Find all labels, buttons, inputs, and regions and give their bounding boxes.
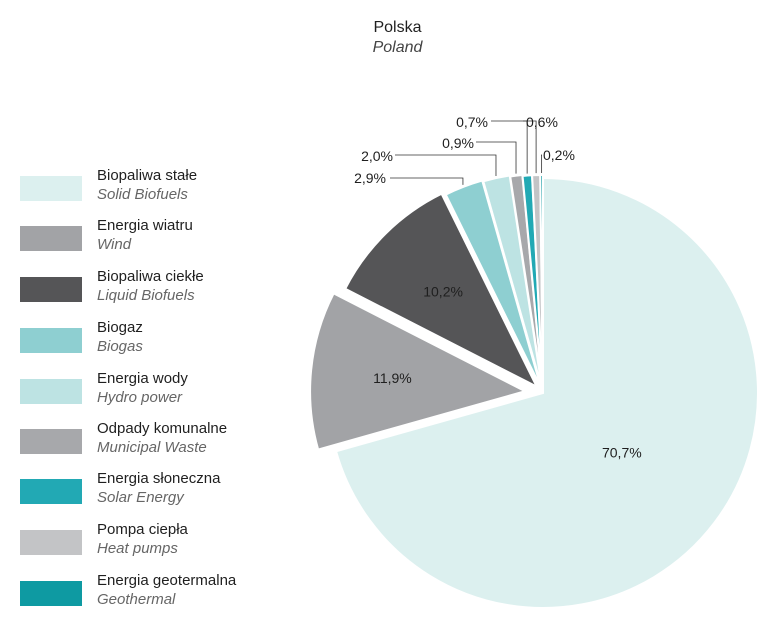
legend-label-pl: Biopaliwa ciekłe xyxy=(97,268,204,285)
legend-label: Pompa ciepła Heat pumps xyxy=(97,520,188,558)
legend-label: Biopaliwa stałe Solid Biofuels xyxy=(97,166,197,204)
legend-item: Pompa ciepła Heat pumps xyxy=(20,521,260,566)
legend-item: Energia wiatru Wind xyxy=(20,217,260,262)
legend-label-pl: Energia geotermalna xyxy=(97,572,237,589)
legend-label-en: Wind xyxy=(97,236,132,253)
legend-swatch xyxy=(20,176,82,201)
leader-line xyxy=(523,120,537,174)
legend-label: Energia wiatru Wind xyxy=(97,216,193,254)
legend-item: Odpady komunalne Municipal Waste xyxy=(20,420,260,465)
legend-label-pl: Odpady komunalne xyxy=(97,420,228,437)
legend-label-en: Solid Biofuels xyxy=(97,186,188,203)
leader-line xyxy=(395,154,497,177)
legend-swatch xyxy=(20,479,82,504)
legend-label-pl: Energia wiatru xyxy=(97,217,193,234)
leader-line xyxy=(476,141,517,174)
legend-swatch xyxy=(20,277,82,302)
slice-label: 0,6% xyxy=(526,114,558,130)
legend-label-en: Municipal Waste xyxy=(97,439,207,456)
pie-slice xyxy=(343,192,539,389)
slice-label: 0,9% xyxy=(442,135,474,151)
slice-label: 2,9% xyxy=(354,170,386,186)
chart-title-block: Polska Poland xyxy=(0,18,777,58)
legend-label-en: Heat pumps xyxy=(97,540,178,557)
legend-item: Energia wody Hydro power xyxy=(20,370,260,415)
legend-label-pl: Pompa ciepła xyxy=(97,521,188,538)
pie-slice xyxy=(334,176,759,609)
slice-label: 2,0% xyxy=(361,148,393,164)
pie-slice xyxy=(539,173,544,391)
legend-item: Energia geotermalna Geothermal xyxy=(20,572,260,617)
legend-swatch xyxy=(20,429,82,454)
chart-title: Polska xyxy=(373,19,422,36)
legend-label-en: Geothermal xyxy=(97,591,176,608)
legend-label-pl: Energia słoneczna xyxy=(97,470,221,487)
legend-label-pl: Biogaz xyxy=(97,319,143,336)
legend-label-en: Hydro power xyxy=(97,389,183,406)
leader-line xyxy=(541,154,543,174)
leader-line xyxy=(491,120,528,174)
legend-swatch xyxy=(20,581,82,606)
legend-swatch xyxy=(20,379,82,404)
legend-swatch xyxy=(20,530,82,555)
slice-label: 11,9% xyxy=(373,370,412,386)
legend-item: Biopaliwa stałe Solid Biofuels xyxy=(20,167,260,212)
legend-label: Energia wody Hydro power xyxy=(97,369,188,407)
legend-label: Energia geotermalna Geothermal xyxy=(97,571,236,609)
slice-label: 10,2% xyxy=(423,284,463,300)
slice-label: 70,7% xyxy=(602,445,642,461)
legend-label: Biopaliwa ciekłe Liquid Biofuels xyxy=(97,267,204,305)
pie-slice xyxy=(309,292,528,451)
legend-label: Odpady komunalne Municipal Waste xyxy=(97,419,227,457)
legend-item: Energia słoneczna Solar Energy xyxy=(20,470,260,515)
chart-subtitle: Poland xyxy=(372,39,423,56)
legend-item: Biogaz Biogas xyxy=(20,319,260,364)
leader-line xyxy=(390,177,464,185)
legend-label: Biogaz Biogas xyxy=(97,318,143,356)
legend-label: Energia słoneczna Solar Energy xyxy=(97,469,220,507)
slice-label: 0,7% xyxy=(456,114,488,130)
slice-label: 0,2% xyxy=(543,147,575,163)
legend-swatch xyxy=(20,226,82,251)
legend-label-en: Liquid Biofuels xyxy=(97,287,195,304)
legend-label-pl: Biopaliwa stałe xyxy=(97,167,198,184)
legend-label-pl: Energia wody xyxy=(97,370,188,387)
legend-swatch xyxy=(20,328,82,353)
legend-label-en: Solar Energy xyxy=(97,489,184,506)
legend-item: Biopaliwa ciekłe Liquid Biofuels xyxy=(20,268,260,313)
legend-label-en: Biogas xyxy=(97,338,143,355)
